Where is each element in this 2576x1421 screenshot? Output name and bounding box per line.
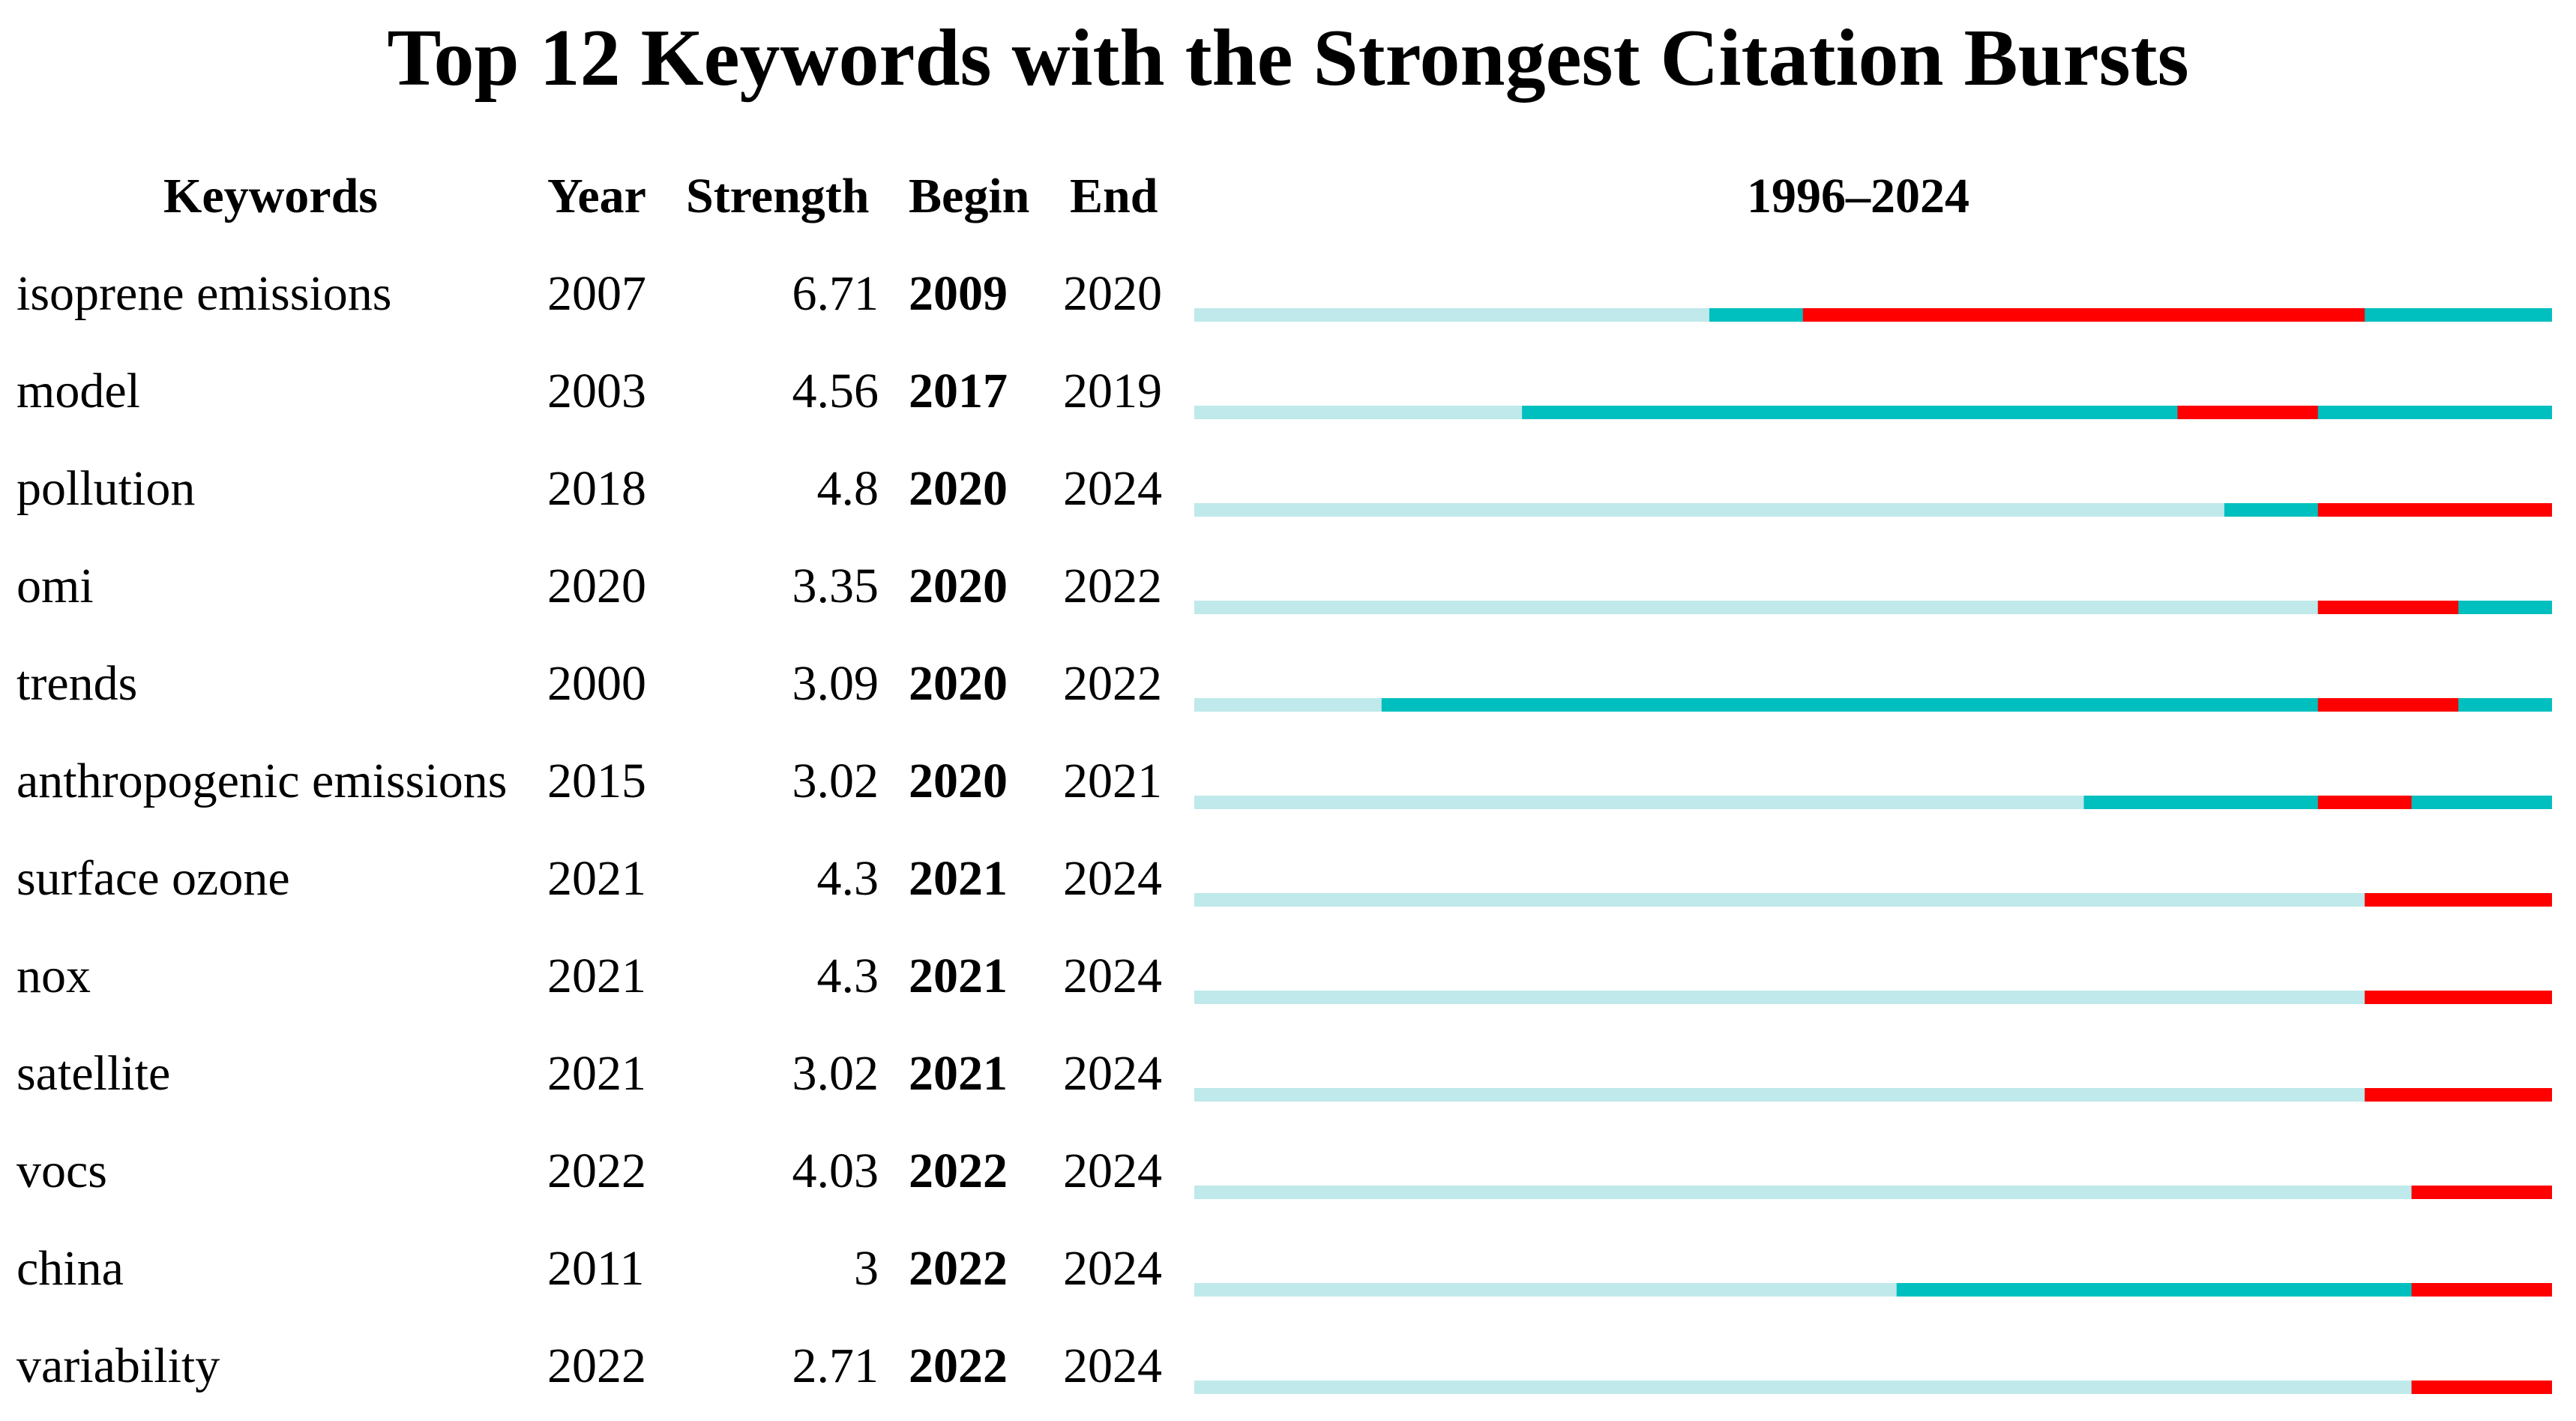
- active-segment: [1381, 698, 2552, 712]
- keyword-label: model: [16, 364, 140, 418]
- active-segment: [1522, 406, 2552, 419]
- burst-segment: [1802, 308, 2365, 322]
- active-segment: [1896, 1283, 2552, 1297]
- keyword-label: isoprene emissions: [16, 266, 392, 321]
- inactive-segment: [1194, 1186, 2412, 1199]
- burst-segment: [2317, 796, 2412, 809]
- header-keywords: Keywords: [163, 169, 378, 223]
- strength-value: 3: [854, 1241, 879, 1296]
- begin-year: 2022: [909, 1144, 1008, 1198]
- end-year: 2024: [1063, 851, 1162, 906]
- end-year: 2024: [1063, 949, 1162, 1003]
- header-begin: Begin: [909, 169, 1030, 223]
- inactive-segment: [1194, 1088, 2365, 1102]
- keyword-label: vocs: [16, 1144, 107, 1198]
- burst-segment: [2365, 991, 2552, 1004]
- begin-year: 2021: [909, 949, 1008, 1003]
- begin-year: 2020: [909, 754, 1008, 808]
- year-value: 2015: [547, 754, 646, 808]
- inactive-segment: [1194, 893, 2365, 907]
- chart-title: Top 12 Keywords with the Strongest Citat…: [387, 13, 2189, 103]
- keyword-label: trends: [16, 656, 138, 711]
- end-year: 2024: [1063, 1046, 1162, 1101]
- keyword-label: pollution: [16, 461, 196, 516]
- begin-year: 2022: [909, 1241, 1008, 1296]
- burst-segment: [2411, 1283, 2552, 1297]
- year-value: 2003: [547, 364, 646, 418]
- keyword-label: omi: [16, 559, 94, 613]
- end-year: 2021: [1063, 754, 1162, 808]
- inactive-segment: [1194, 308, 1709, 322]
- year-value: 2021: [547, 851, 646, 906]
- year-value: 2021: [547, 949, 646, 1003]
- year-value: 2011: [547, 1241, 645, 1296]
- inactive-segment: [1194, 796, 2084, 809]
- header-year: Year: [547, 169, 646, 223]
- end-year: 2022: [1063, 656, 1162, 711]
- keyword-label: satellite: [16, 1046, 171, 1101]
- keyword-label: surface ozone: [16, 851, 290, 906]
- strength-value: 2.71: [792, 1339, 879, 1393]
- end-year: 2024: [1063, 1339, 1162, 1393]
- header-timeline: 1996–2024: [1747, 169, 1969, 223]
- burst-segment: [2365, 893, 2552, 907]
- header-end: End: [1070, 169, 1158, 223]
- inactive-segment: [1194, 698, 1382, 712]
- keyword-label: china: [16, 1241, 124, 1296]
- strength-value: 3.02: [792, 1046, 879, 1101]
- inactive-segment: [1194, 1283, 1897, 1297]
- strength-value: 4.8: [816, 461, 879, 516]
- begin-year: 2022: [909, 1339, 1008, 1393]
- end-year: 2022: [1063, 559, 1162, 613]
- end-year: 2024: [1063, 1241, 1162, 1296]
- begin-year: 2021: [909, 1046, 1008, 1101]
- end-year: 2019: [1063, 364, 1162, 418]
- begin-year: 2020: [909, 461, 1008, 516]
- begin-year: 2020: [909, 656, 1008, 711]
- strength-value: 4.3: [816, 851, 879, 906]
- year-value: 2022: [547, 1339, 646, 1393]
- burst-segment: [2411, 1381, 2552, 1394]
- strength-value: 4.03: [792, 1144, 879, 1198]
- inactive-segment: [1194, 503, 2224, 517]
- end-year: 2020: [1063, 266, 1162, 321]
- strength-value: 4.56: [792, 364, 879, 418]
- burst-segment: [2317, 503, 2552, 517]
- burst-segment: [2317, 698, 2459, 712]
- year-value: 2000: [547, 656, 646, 711]
- begin-year: 2020: [909, 559, 1008, 613]
- keyword-label: nox: [16, 949, 91, 1003]
- inactive-segment: [1194, 991, 2365, 1004]
- inactive-segment: [1194, 406, 1523, 419]
- burst-segment: [2317, 601, 2459, 614]
- keyword-label: anthropogenic emissions: [16, 754, 508, 808]
- inactive-segment: [1194, 1381, 2412, 1394]
- year-value: 2018: [547, 461, 646, 516]
- strength-value: 4.3: [816, 949, 879, 1003]
- header-strength: Strength: [686, 169, 870, 223]
- end-year: 2024: [1063, 1144, 1162, 1198]
- year-value: 2007: [547, 266, 646, 321]
- inactive-segment: [1194, 601, 2318, 614]
- end-year: 2024: [1063, 461, 1162, 516]
- begin-year: 2009: [909, 266, 1008, 321]
- begin-year: 2017: [909, 364, 1008, 418]
- burst-segment: [2177, 406, 2318, 419]
- burst-segment: [2411, 1186, 2552, 1199]
- burst-segment: [2365, 1088, 2552, 1102]
- strength-value: 3.35: [792, 559, 879, 613]
- keyword-label: variability: [16, 1339, 220, 1393]
- strength-value: 3.09: [792, 656, 879, 711]
- year-value: 2022: [547, 1144, 646, 1198]
- begin-year: 2021: [909, 851, 1008, 906]
- year-value: 2020: [547, 559, 646, 613]
- year-value: 2021: [547, 1046, 646, 1101]
- strength-value: 3.02: [792, 754, 879, 808]
- strength-value: 6.71: [792, 266, 879, 321]
